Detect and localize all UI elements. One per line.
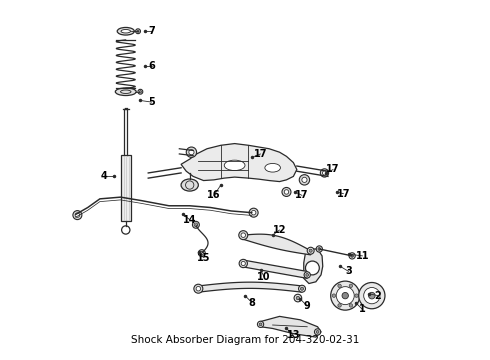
Circle shape: [186, 147, 196, 157]
Circle shape: [336, 287, 354, 305]
Circle shape: [296, 296, 299, 300]
Circle shape: [364, 288, 380, 304]
Circle shape: [338, 284, 342, 288]
Circle shape: [73, 211, 82, 220]
Circle shape: [342, 292, 348, 299]
Ellipse shape: [115, 88, 136, 95]
Circle shape: [302, 177, 307, 183]
Polygon shape: [261, 316, 321, 337]
Polygon shape: [181, 144, 297, 181]
Circle shape: [298, 285, 305, 292]
Circle shape: [194, 284, 203, 293]
Text: 17: 17: [326, 165, 340, 175]
Circle shape: [307, 247, 314, 254]
Circle shape: [198, 250, 205, 257]
Circle shape: [239, 259, 247, 267]
Text: 7: 7: [148, 26, 155, 36]
Circle shape: [137, 30, 139, 32]
Text: 15: 15: [197, 253, 210, 262]
Circle shape: [322, 171, 326, 175]
Circle shape: [331, 281, 360, 310]
Circle shape: [304, 272, 310, 278]
Text: 17: 17: [337, 189, 350, 199]
Polygon shape: [243, 260, 307, 278]
Ellipse shape: [181, 179, 198, 191]
Text: 4: 4: [101, 171, 108, 181]
Polygon shape: [243, 234, 311, 255]
Ellipse shape: [117, 27, 134, 35]
Text: 5: 5: [148, 97, 155, 107]
Circle shape: [257, 321, 264, 328]
Circle shape: [355, 294, 358, 297]
Circle shape: [351, 255, 354, 257]
Text: 14: 14: [183, 215, 196, 225]
Circle shape: [349, 284, 353, 288]
Circle shape: [136, 29, 141, 34]
Circle shape: [75, 213, 80, 217]
Text: 17: 17: [254, 149, 268, 159]
Circle shape: [294, 294, 302, 302]
Circle shape: [316, 330, 319, 333]
Circle shape: [189, 150, 194, 155]
Circle shape: [359, 283, 385, 309]
Circle shape: [320, 169, 329, 177]
Circle shape: [193, 221, 199, 228]
Text: Shock Absorber Diagram for 204-320-02-31: Shock Absorber Diagram for 204-320-02-31: [131, 335, 359, 345]
Circle shape: [349, 304, 353, 307]
Circle shape: [309, 249, 312, 252]
Circle shape: [306, 274, 309, 276]
Polygon shape: [198, 282, 302, 292]
Circle shape: [259, 323, 262, 326]
Circle shape: [338, 304, 342, 307]
Text: 17: 17: [295, 190, 309, 201]
Ellipse shape: [224, 160, 245, 171]
Text: 3: 3: [345, 266, 352, 276]
Circle shape: [282, 188, 291, 197]
Circle shape: [196, 287, 200, 291]
Circle shape: [249, 208, 258, 217]
Ellipse shape: [121, 30, 130, 33]
Circle shape: [241, 261, 245, 266]
Circle shape: [318, 248, 320, 250]
Text: 11: 11: [356, 251, 369, 261]
Circle shape: [305, 261, 319, 275]
Circle shape: [316, 246, 322, 252]
Text: 2: 2: [375, 291, 381, 301]
Circle shape: [239, 231, 248, 240]
Circle shape: [194, 223, 197, 226]
Text: 16: 16: [207, 190, 220, 201]
Ellipse shape: [265, 163, 280, 172]
Circle shape: [299, 175, 310, 185]
Text: 1: 1: [359, 305, 366, 314]
Text: 8: 8: [248, 298, 255, 307]
Circle shape: [315, 329, 320, 335]
Text: 6: 6: [148, 61, 155, 71]
Text: 9: 9: [304, 301, 311, 311]
Circle shape: [139, 91, 142, 93]
Circle shape: [241, 233, 245, 237]
Circle shape: [200, 251, 203, 255]
Circle shape: [284, 190, 289, 194]
Circle shape: [332, 294, 336, 297]
Text: 10: 10: [257, 272, 271, 282]
Circle shape: [349, 253, 355, 259]
Text: 13: 13: [287, 330, 300, 340]
Circle shape: [300, 287, 304, 290]
Circle shape: [251, 211, 256, 215]
Polygon shape: [304, 249, 323, 284]
Circle shape: [138, 89, 143, 94]
Bar: [121, 155, 131, 221]
Text: 12: 12: [273, 225, 286, 235]
Circle shape: [368, 292, 375, 299]
